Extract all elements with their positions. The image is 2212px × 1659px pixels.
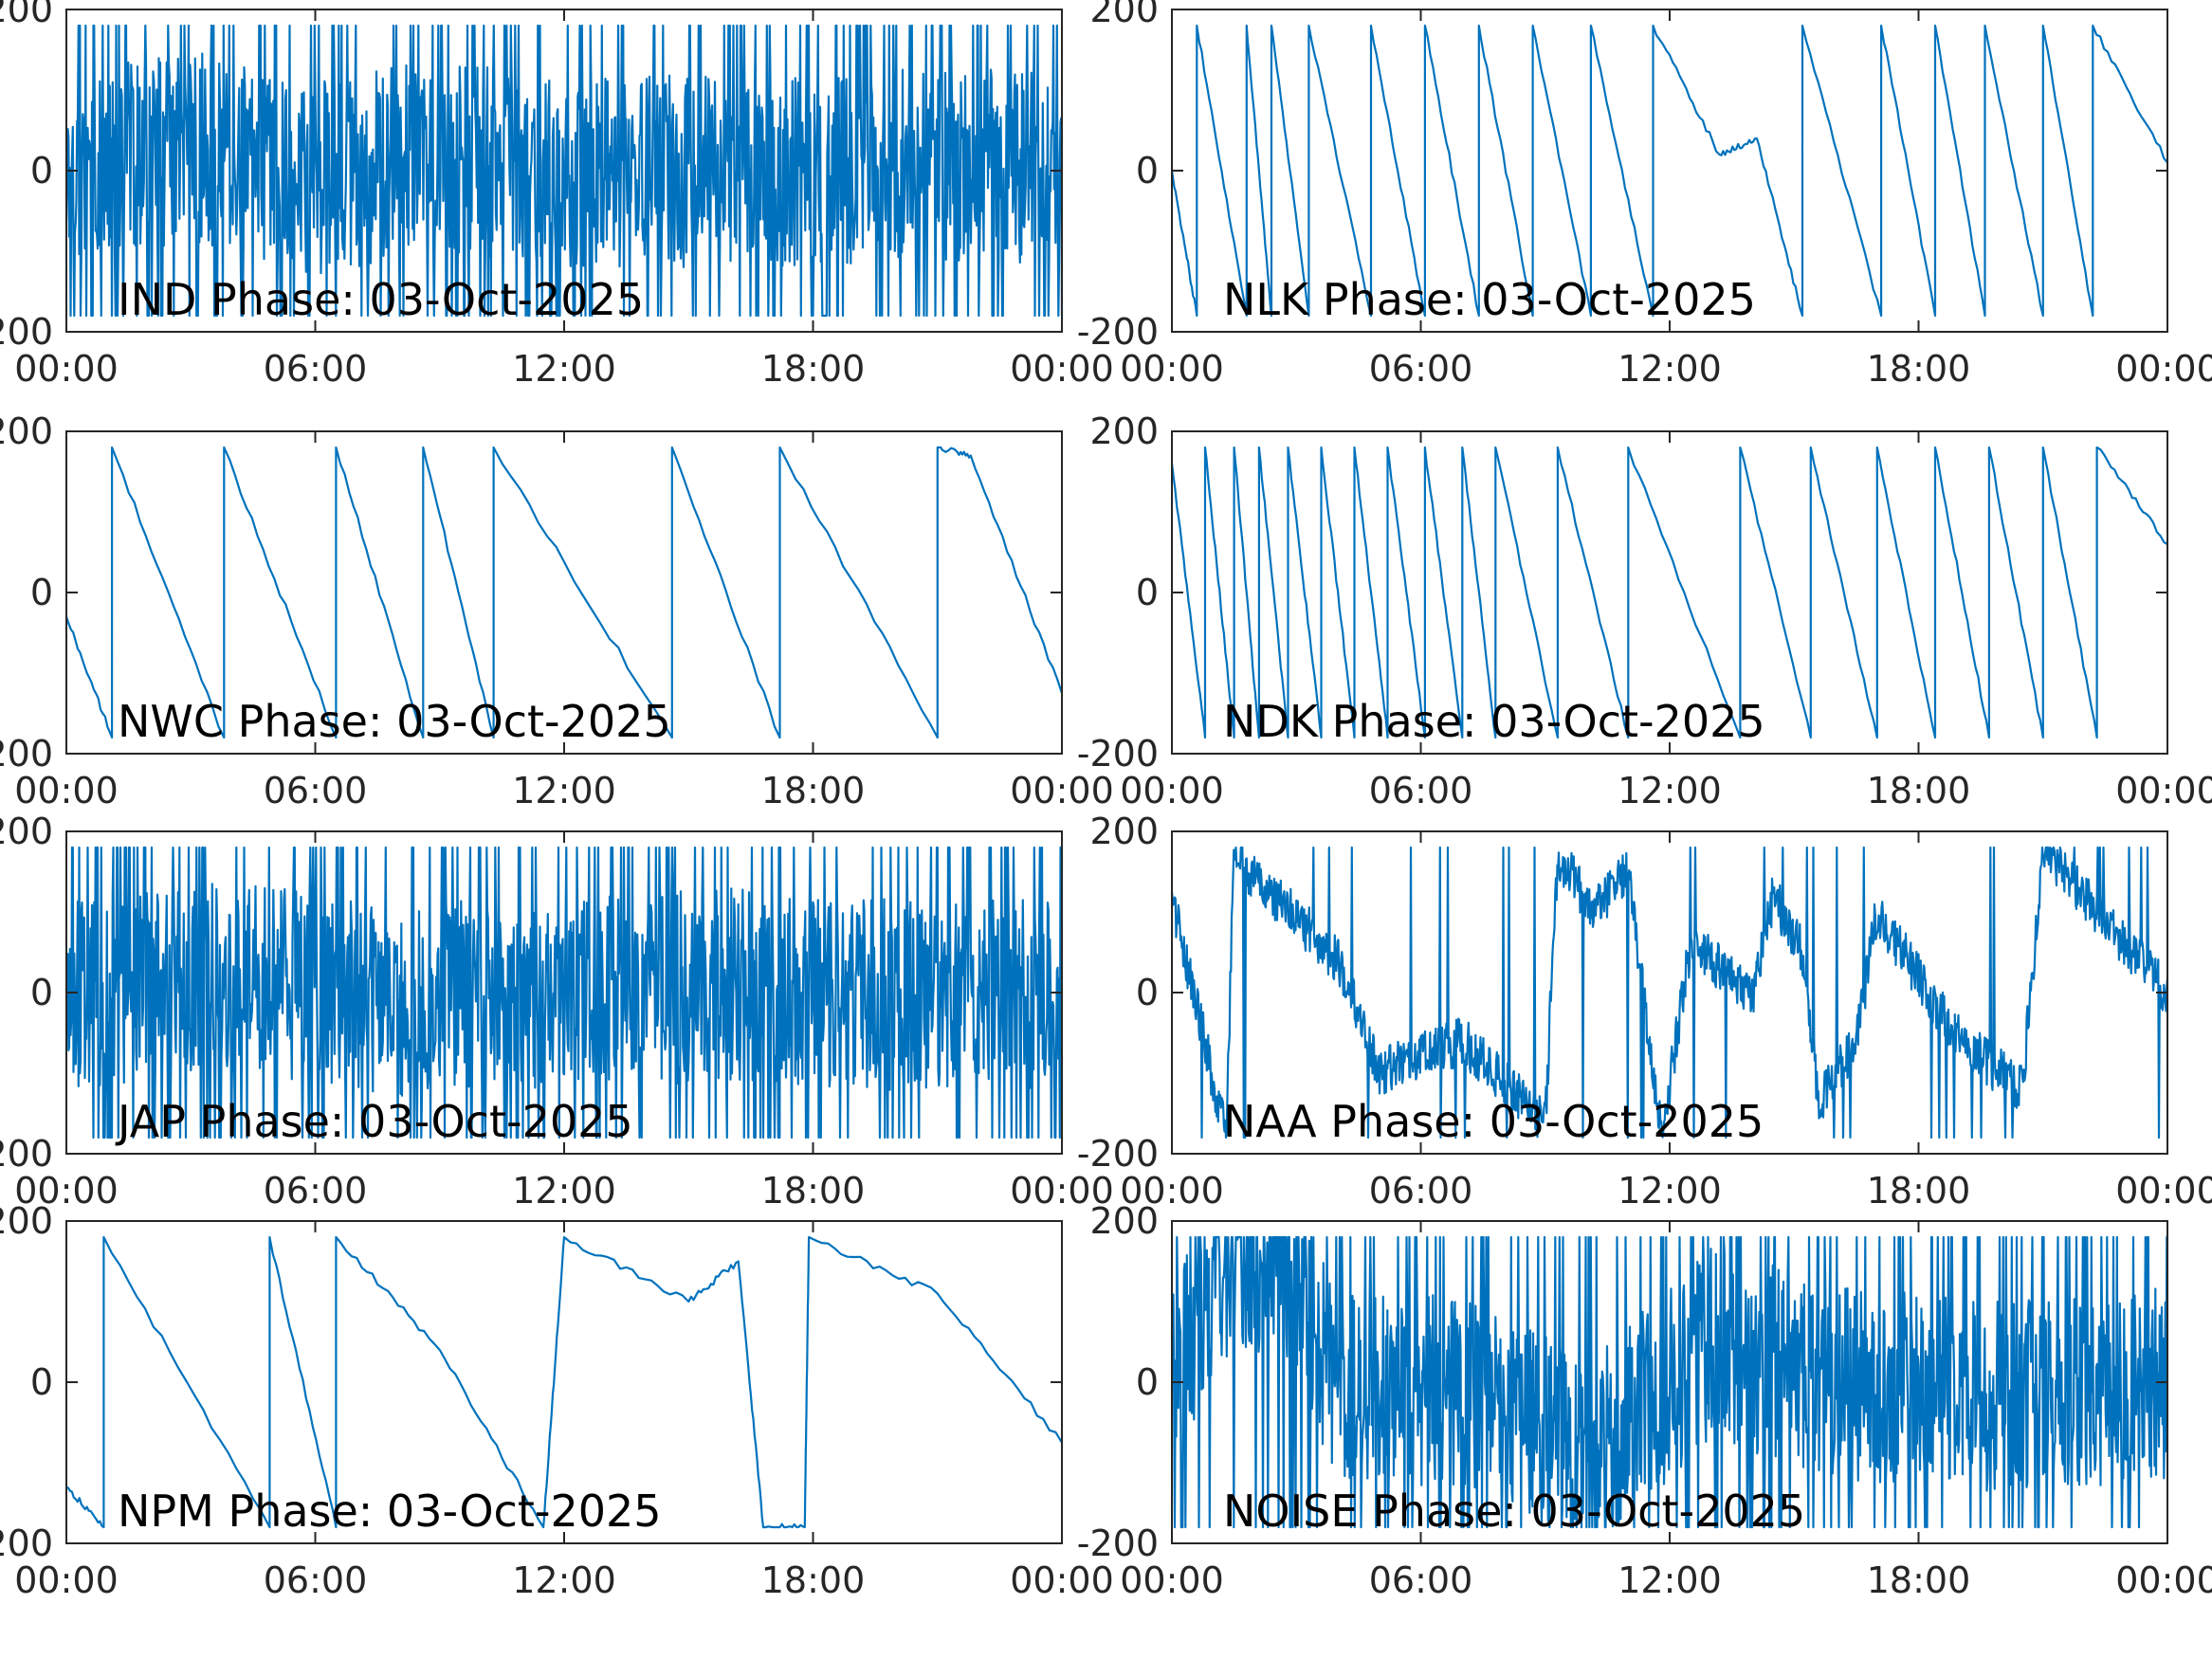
series-line	[1170, 24, 2168, 318]
y-tick-label: -200	[1077, 311, 1159, 353]
x-tick-label: 00:00	[1010, 1559, 1114, 1601]
y-tick-label: 200	[1089, 811, 1159, 852]
x-tick-label: 18:00	[761, 1559, 866, 1601]
y-tick-label: -200	[0, 1133, 53, 1175]
x-tick-label: 12:00	[512, 1559, 616, 1601]
y-tick-label: 200	[0, 410, 53, 452]
x-tick-label: 00:00	[2115, 1170, 2212, 1212]
series-line	[64, 24, 1064, 318]
y-tick-label: -200	[1077, 733, 1159, 775]
y-tick-label: 0	[30, 972, 53, 1013]
x-tick-label: 00:00	[1120, 1170, 1224, 1212]
x-tick-label: 00:00	[1010, 348, 1114, 390]
y-tick-label: 0	[1136, 972, 1159, 1013]
x-tick-label: 06:00	[1369, 770, 1473, 811]
y-tick-label: 200	[0, 1200, 53, 1242]
x-tick-label: 00:00	[14, 770, 119, 811]
y-tick-label: 200	[0, 0, 53, 30]
series-line	[1170, 446, 2168, 739]
x-tick-label: 06:00	[264, 1559, 368, 1601]
panel-label: JAP Phase: 03-Oct-2025	[115, 1096, 633, 1147]
panel-label: NPM Phase: 03-Oct-2025	[118, 1486, 662, 1537]
panel-label: NLK Phase: 03-Oct-2025	[1223, 274, 1756, 325]
y-tick-label: 200	[1089, 410, 1159, 452]
x-tick-label: 06:00	[264, 1170, 368, 1212]
x-tick-label: 18:00	[1867, 770, 1971, 811]
x-tick-label: 00:00	[1010, 770, 1114, 811]
series-line	[1170, 846, 2169, 1139]
y-tick-label: 0	[30, 1361, 53, 1403]
x-tick-label: 00:00	[1010, 1170, 1114, 1212]
y-tick-label: -200	[0, 1522, 53, 1564]
x-tick-label: 18:00	[1867, 348, 1971, 390]
series-line	[64, 446, 1064, 739]
x-tick-label: 06:00	[264, 770, 368, 811]
y-tick-label: 0	[30, 572, 53, 613]
x-tick-label: 18:00	[1867, 1559, 1971, 1601]
x-tick-label: 00:00	[2115, 348, 2212, 390]
x-tick-label: 00:00	[1120, 348, 1224, 390]
panel-label: NWC Phase: 03-Oct-2025	[118, 696, 671, 747]
plot-area	[65, 430, 1063, 755]
x-tick-label: 12:00	[512, 348, 616, 390]
x-tick-label: 12:00	[512, 770, 616, 811]
x-tick-label: 00:00	[1120, 1559, 1224, 1601]
y-tick-label: 0	[1136, 572, 1159, 613]
x-tick-label: 06:00	[1369, 1559, 1473, 1601]
x-tick-label: 06:00	[1369, 1170, 1473, 1212]
x-tick-label: 00:00	[14, 1559, 119, 1601]
x-tick-label: 18:00	[1867, 1170, 1971, 1212]
plot-area	[1171, 9, 2168, 333]
x-tick-label: 00:00	[2115, 1559, 2212, 1601]
y-tick-label: 200	[0, 811, 53, 852]
panel-label: NDK Phase: 03-Oct-2025	[1223, 696, 1765, 747]
x-tick-label: 00:00	[14, 348, 119, 390]
x-tick-label: 00:00	[2115, 770, 2212, 811]
panel-label: NAA Phase: 03-Oct-2025	[1223, 1096, 1764, 1147]
y-tick-label: -200	[0, 733, 53, 775]
x-tick-label: 00:00	[14, 1170, 119, 1212]
series-line	[65, 1235, 1063, 1529]
x-tick-label: 12:00	[1618, 348, 1722, 390]
y-tick-label: 200	[1089, 0, 1159, 30]
series-line	[1170, 1235, 2168, 1529]
y-tick-label: 0	[1136, 1361, 1159, 1403]
x-tick-label: 12:00	[512, 1170, 616, 1212]
x-tick-label: 00:00	[1120, 770, 1224, 811]
x-tick-label: 06:00	[1369, 348, 1473, 390]
y-tick-label: -200	[0, 311, 53, 353]
y-tick-label: 0	[1136, 150, 1159, 191]
x-tick-label: 06:00	[264, 348, 368, 390]
x-tick-label: 18:00	[761, 1170, 866, 1212]
y-tick-label: -200	[1077, 1522, 1159, 1564]
x-tick-label: 12:00	[1618, 1559, 1722, 1601]
x-tick-label: 12:00	[1618, 770, 1722, 811]
y-tick-label: 0	[30, 150, 53, 191]
panel-label: NOISE Phase: 03-Oct-2025	[1223, 1486, 1805, 1537]
series-line	[64, 846, 1064, 1139]
panel-label: IND Phase: 03-Oct-2025	[118, 274, 644, 325]
y-tick-label: 200	[1089, 1200, 1159, 1242]
x-tick-label: 12:00	[1618, 1170, 1722, 1212]
x-tick-label: 18:00	[761, 348, 866, 390]
y-tick-label: -200	[1077, 1133, 1159, 1175]
x-tick-label: 18:00	[761, 770, 866, 811]
